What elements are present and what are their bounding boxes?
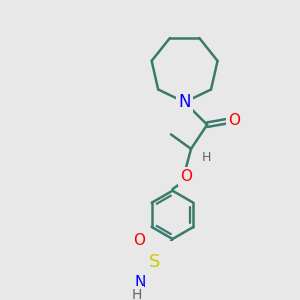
Text: N: N <box>135 275 146 290</box>
Text: H: H <box>202 151 211 164</box>
Text: O: O <box>134 233 146 248</box>
Text: O: O <box>180 169 192 184</box>
Text: S: S <box>149 253 160 271</box>
Text: O: O <box>229 113 241 128</box>
Text: H: H <box>132 288 142 300</box>
Text: N: N <box>178 93 191 111</box>
